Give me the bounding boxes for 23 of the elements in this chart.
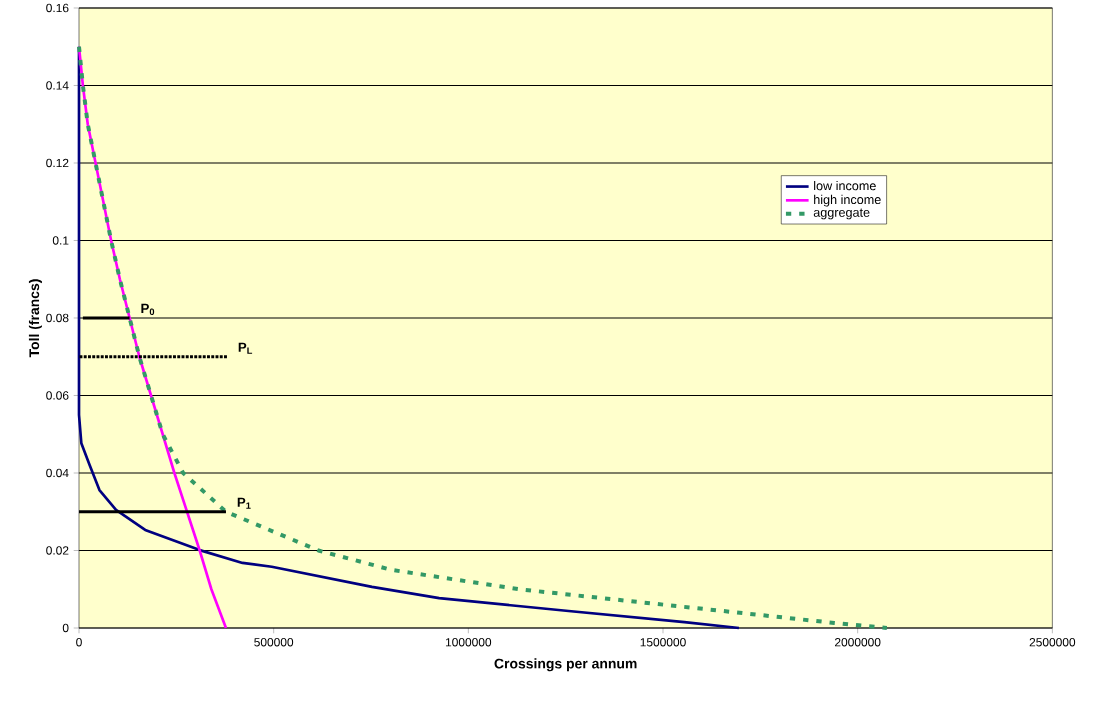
legend-label: low income: [814, 180, 876, 191]
y-tick-label: 0: [62, 623, 69, 633]
y-tick-label: 0.12: [46, 158, 69, 168]
y-tick-label: 0.1: [52, 236, 69, 245]
x-tick-label: 1000000: [445, 638, 492, 647]
annotation: P$_{0}$: [141, 303, 155, 316]
legend-label: high income: [814, 194, 881, 207]
x-tick-label: 2000000: [835, 638, 881, 647]
x-tick-label: 0: [76, 638, 82, 647]
y-tick-label: 0.14: [46, 81, 69, 90]
y-tick-label: 0.08: [46, 313, 69, 323]
x-axis-title: Crossings per annum: [494, 658, 637, 672]
x-tick-label: 2500000: [1029, 638, 1076, 647]
annotation: P$_{1}$: [237, 497, 251, 509]
annotation: P$_{L}$: [238, 342, 253, 354]
y-axis-title: Toll (francs): [28, 279, 42, 358]
y-tick-label: 0.06: [46, 391, 69, 400]
y-tick-label: 0.16: [46, 3, 69, 13]
legend-label: aggregate: [813, 208, 870, 220]
x-tick-label: 1500000: [640, 638, 686, 647]
x-tick-label: 500000: [254, 638, 294, 647]
y-tick-label: 0.02: [46, 546, 69, 555]
y-tick-label: 0.04: [46, 468, 69, 478]
